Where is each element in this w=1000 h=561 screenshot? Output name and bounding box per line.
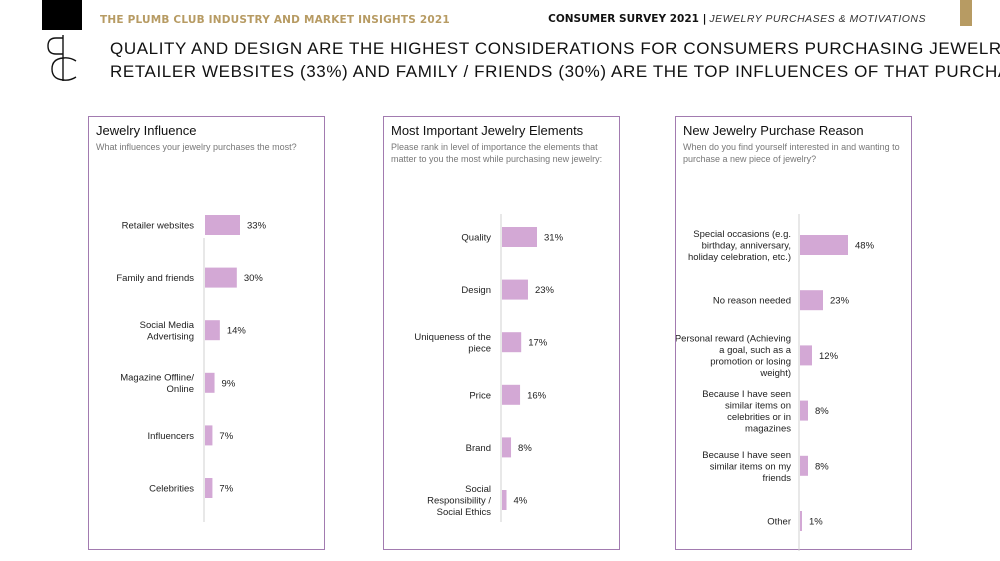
survey-label: CONSUMER SURVEY 2021 |	[548, 13, 707, 25]
bar	[800, 511, 802, 531]
chart-purchase-reason: 48% Special occasions (e.g. birthday, anni…	[676, 214, 875, 551]
category-label: Uniqueness of the piece	[414, 332, 491, 355]
data-label: 17%	[528, 338, 548, 349]
page-headline: QUALITY AND DESIGN ARE THE HIGHEST CONSI…	[110, 37, 1000, 83]
category-label: Brand	[466, 443, 491, 454]
category-label: Price	[469, 390, 491, 401]
corner-tab-black	[42, 0, 82, 30]
headline-line-1: QUALITY AND DESIGN ARE THE HIGHEST CONSI…	[110, 39, 1000, 58]
bar	[502, 384, 521, 405]
bar	[205, 215, 240, 235]
report-series-title: THE PLUMB CLUB INDUSTRY AND MARKET INSIG…	[100, 14, 450, 26]
bar	[205, 320, 220, 341]
bar	[502, 279, 528, 300]
bar	[502, 490, 507, 510]
category-label: Influencers	[148, 431, 195, 442]
category-label: Magazine Offline/Online	[120, 373, 194, 396]
category-label: Because I have seen similar items on my fr…	[702, 450, 791, 484]
chart-subtitle: When do you find yourself interested in …	[683, 142, 900, 164]
bar	[205, 372, 215, 393]
panel-jewelry-influence: Jewelry Influence What influences your j…	[88, 116, 325, 550]
bar	[502, 227, 537, 247]
category-label: No reason needed	[713, 296, 791, 307]
data-label: 7%	[219, 484, 233, 495]
category-label: Other	[767, 517, 791, 528]
bar	[502, 437, 512, 458]
data-label: 23%	[535, 285, 555, 296]
bar	[800, 235, 848, 255]
corner-tab-gold	[960, 0, 972, 26]
plumb-club-logo	[47, 35, 77, 81]
data-label: 16%	[527, 390, 547, 401]
data-label: 48%	[855, 241, 875, 252]
bar	[205, 267, 237, 288]
chart-subtitle: Please rank in level of importance the e…	[391, 142, 603, 164]
data-label: 33%	[247, 221, 267, 232]
data-label: 12%	[819, 351, 839, 362]
bar	[502, 332, 522, 353]
chart-jewelry-influence: 33% Retailer websites 30% Family and friend…	[116, 215, 267, 522]
chart-jewelry-elements: 31% Quality 23% Design 17% Uniqueness of the p…	[414, 214, 564, 522]
data-label: 8%	[815, 406, 829, 417]
bar	[205, 425, 213, 446]
section-label: JEWELRY PURCHASES & MOTIVATIONS	[709, 13, 926, 25]
data-label: 8%	[815, 461, 829, 472]
data-label: 4%	[514, 496, 528, 507]
bar	[800, 290, 823, 311]
category-label: Design	[461, 285, 491, 296]
data-label: 31%	[544, 233, 564, 244]
bar	[205, 478, 213, 498]
category-label: Social Responsibility / Social Ethics	[427, 484, 491, 518]
chart-subtitle: What influences your jewelry purchases t…	[96, 142, 297, 152]
chart-title: Most Important Jewelry Elements	[391, 123, 584, 138]
data-label: 9%	[222, 378, 236, 389]
category-label: Personal reward (Achieving a goal, such a…	[676, 334, 792, 380]
panel-jewelry-elements: Most Important Jewelry Elements Please r…	[383, 116, 620, 550]
category-label: Special occasions (e.g. birthday, anniver…	[688, 229, 791, 263]
data-label: 30%	[244, 273, 264, 284]
category-label: Celebrities	[149, 484, 194, 495]
chart-title: New Jewelry Purchase Reason	[683, 123, 864, 138]
chart-title: Jewelry Influence	[96, 123, 197, 138]
panel-purchase-reason: New Jewelry Purchase Reason When do you …	[675, 116, 912, 551]
data-label: 8%	[518, 443, 532, 454]
category-label: Social Media Advertising	[140, 320, 195, 343]
data-label: 14%	[227, 326, 247, 337]
category-label: Family and friends	[116, 273, 194, 284]
headline-line-2: RETAILER WEBSITES (33%) AND FAMILY / FRI…	[110, 62, 1000, 81]
data-label: 23%	[830, 296, 850, 307]
report-section-title: CONSUMER SURVEY 2021 | JEWELRY PURCHASES…	[548, 13, 926, 25]
data-label: 7%	[219, 431, 233, 442]
bar	[800, 400, 808, 421]
data-label: 1%	[809, 517, 823, 528]
category-label: Retailer websites	[122, 221, 195, 232]
category-label: Quality	[461, 233, 491, 244]
bar	[800, 455, 808, 476]
bar	[800, 345, 812, 366]
category-label: Because I have seen similar items on celeb…	[702, 389, 791, 435]
